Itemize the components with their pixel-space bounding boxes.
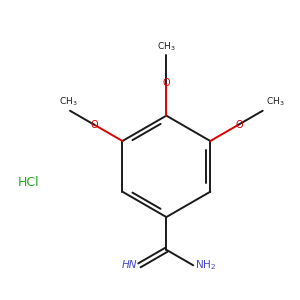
Text: CH$_3$: CH$_3$: [157, 40, 176, 52]
Text: HCl: HCl: [18, 176, 40, 189]
Text: O: O: [90, 120, 98, 130]
Text: O: O: [236, 120, 243, 130]
Text: CH$_3$: CH$_3$: [266, 96, 285, 108]
Text: O: O: [163, 78, 170, 88]
Text: NH$_2$: NH$_2$: [195, 258, 216, 272]
Text: HN: HN: [121, 260, 137, 270]
Text: CH$_3$: CH$_3$: [59, 96, 78, 108]
